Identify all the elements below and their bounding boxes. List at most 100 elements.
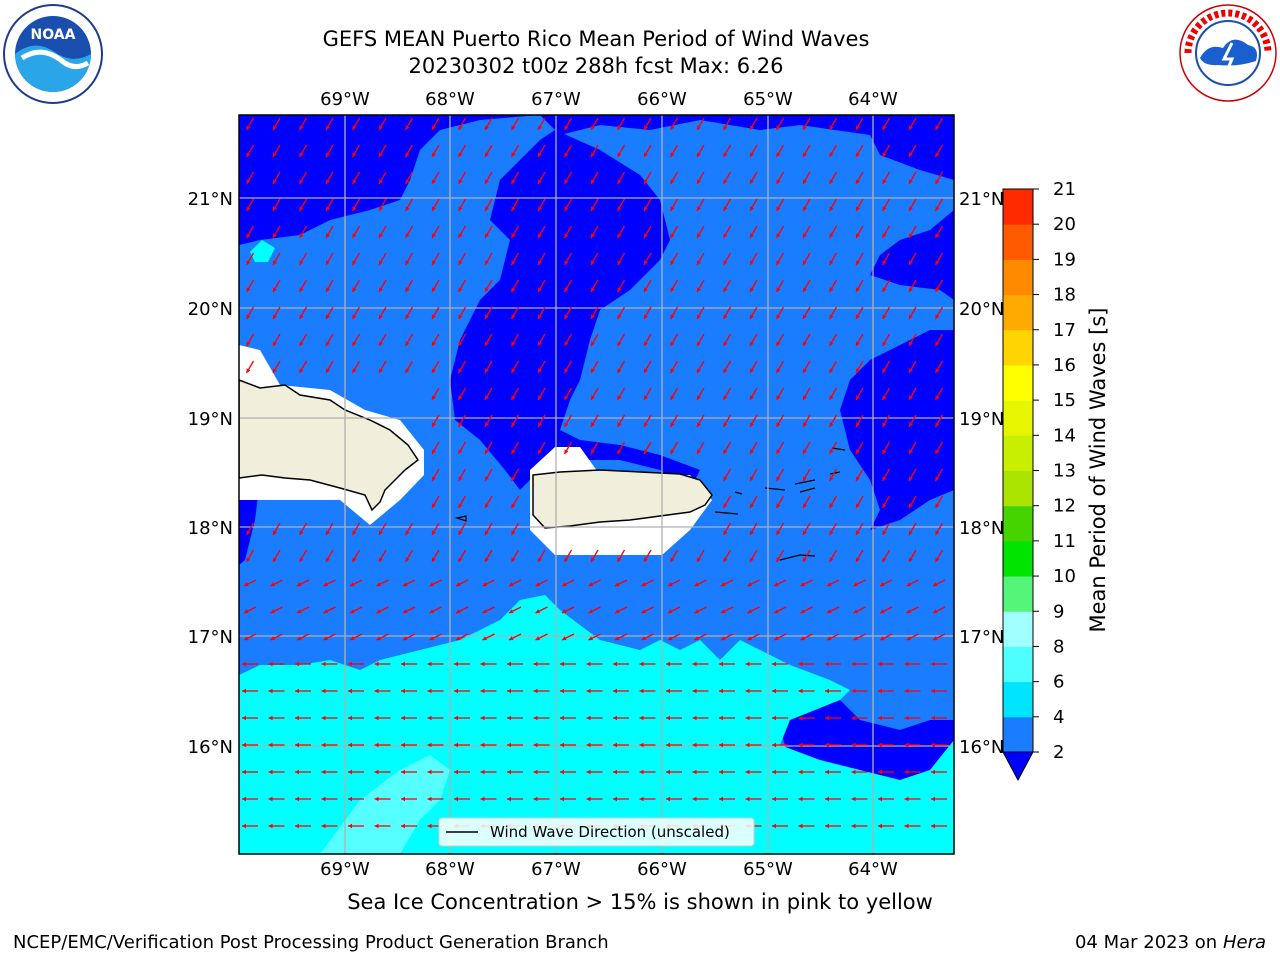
- wind-wave-arrowhead: [745, 796, 750, 802]
- wind-wave-arrowhead: [560, 742, 564, 748]
- wind-wave-arrowhead: [617, 368, 622, 373]
- wind-wave-arrowhead: [511, 206, 516, 211]
- wind-wave-arrowhead: [485, 395, 489, 400]
- wind-wave-arrowhead: [617, 449, 622, 454]
- wind-wave-arrowhead: [246, 179, 251, 184]
- wind-wave-arrowhead: [639, 796, 644, 802]
- wind-wave-arrowhead: [405, 368, 410, 373]
- wind-wave-arrowhead: [644, 287, 648, 292]
- wind-wave-arrowhead: [511, 179, 516, 184]
- wind-wave-arrowhead: [747, 636, 753, 641]
- wind-wave-arrowhead: [379, 233, 383, 238]
- wind-wave-arrowhead: [776, 503, 781, 508]
- wind-wave-arrowhead: [666, 796, 670, 802]
- wind-wave-arrowhead: [798, 796, 803, 802]
- wind-wave-arrowhead: [299, 341, 304, 346]
- wind-wave-arrowhead: [909, 287, 913, 292]
- wind-wave-arrowhead: [538, 557, 542, 562]
- wind-wave-arrowhead: [800, 609, 806, 614]
- wind-wave-arrowhead: [856, 530, 860, 535]
- lat-label-right-18: 18°N: [959, 518, 1004, 539]
- wind-wave-arrowhead: [511, 557, 516, 562]
- wind-wave-arrowhead: [299, 260, 304, 265]
- wind-wave-arrowhead: [694, 582, 700, 587]
- wind-wave-arrowhead: [750, 341, 754, 346]
- wind-wave-arrowhead: [935, 314, 940, 319]
- wind-wave-arrowhead: [933, 636, 938, 641]
- wind-wave-arrowhead: [935, 557, 940, 562]
- wind-wave-arrowhead: [803, 530, 807, 535]
- map-frame: [238, 114, 955, 855]
- wind-wave-arrowhead: [670, 287, 675, 292]
- lon-label-top-69: 69°W: [320, 89, 370, 110]
- wind-wave-arrowhead: [564, 260, 569, 265]
- wind-wave-arrowhead: [379, 206, 383, 211]
- wind-wave-arrowhead: [745, 769, 750, 775]
- wind-wave-arrowhead: [827, 636, 832, 641]
- wind-wave-arrowhead: [666, 769, 670, 775]
- wind-wave-arrowhead: [299, 287, 304, 292]
- wind-wave-arrowhead: [851, 769, 856, 775]
- wind-wave-arrowhead: [668, 636, 673, 641]
- wind-wave-arrowhead: [562, 636, 567, 641]
- wind-wave-arrowhead: [935, 503, 940, 508]
- wind-wave-arrowhead: [825, 688, 829, 694]
- wind-wave-arrowhead: [772, 796, 776, 802]
- wind-wave-arrowhead: [697, 395, 701, 400]
- lon-label-top-65: 65°W: [743, 89, 793, 110]
- wind-wave-arrowhead: [798, 661, 803, 667]
- wind-wave-arrowhead: [591, 422, 595, 427]
- colorbar-segment: [1003, 364, 1033, 401]
- wind-wave-arrowhead: [750, 314, 754, 319]
- wind-wave-arrowhead: [591, 260, 595, 265]
- wind-wave-arrowhead: [564, 557, 569, 562]
- wind-wave-arrowhead: [723, 152, 728, 157]
- wind-wave-arrowhead: [829, 476, 834, 481]
- colorbar-segment: [1003, 646, 1033, 683]
- wind-wave-arrowhead: [697, 233, 701, 238]
- wind-wave-arrowhead: [374, 769, 379, 775]
- sea-ice-note: Sea Ice Concentration > 15% is shown in …: [347, 890, 933, 914]
- wind-wave-arrowhead: [750, 395, 754, 400]
- wind-wave-arrowhead: [299, 557, 304, 562]
- wind-wave-arrowhead: [403, 609, 408, 614]
- wind-wave-arrowhead: [776, 368, 781, 373]
- wind-wave-arrowhead: [851, 823, 856, 829]
- wind-wave-arrowhead: [379, 287, 383, 292]
- wind-wave-arrowhead: [401, 715, 405, 721]
- wind-wave-arrowhead: [533, 742, 538, 748]
- region-light-cyan-nw: [250, 240, 275, 262]
- wind-wave-arrowhead: [800, 636, 806, 641]
- wind-wave-arrowhead: [374, 688, 379, 694]
- wind-wave-arrowhead: [379, 260, 383, 265]
- wind-wave-arrowhead: [906, 582, 912, 587]
- colorbar-tick-label: 14: [1053, 425, 1076, 446]
- wind-wave-arrowhead: [480, 715, 485, 721]
- wind-wave-arrowhead: [803, 395, 807, 400]
- wind-wave-arrowhead: [851, 715, 856, 721]
- wind-wave-arrowhead: [270, 609, 276, 614]
- wind-wave-arrowhead: [856, 125, 860, 130]
- wind-wave-arrowhead: [904, 688, 909, 694]
- wind-wave-arrowhead: [242, 796, 246, 802]
- wind-wave-arrowhead: [829, 368, 834, 373]
- wind-wave-arrowhead: [560, 769, 564, 775]
- wind-wave-arrowhead: [825, 796, 829, 802]
- region-dark-blue-east: [840, 210, 954, 530]
- wind-wave-arrowhead: [829, 233, 834, 238]
- chart-title: GEFS MEAN Puerto Rico Mean Period of Win…: [323, 26, 870, 80]
- wind-wave-arrowhead: [511, 368, 516, 373]
- wind-wave-arrowhead: [803, 476, 807, 481]
- colorbar-tick-label: 4: [1053, 707, 1064, 728]
- wind-wave-arrowhead: [617, 125, 622, 130]
- wind-wave-arrowhead: [591, 449, 595, 454]
- wind-wave-arrowhead: [268, 769, 273, 775]
- wind-wave-arrowhead: [564, 179, 569, 184]
- wind-wave-arrowhead: [750, 557, 754, 562]
- wind-wave-arrowhead: [321, 796, 326, 802]
- wind-wave-arrowhead: [564, 233, 569, 238]
- wind-wave-arrowhead: [723, 206, 728, 211]
- wind-wave-arrowhead: [882, 395, 887, 400]
- wind-wave-arrowhead: [776, 260, 781, 265]
- wind-wave-arrowhead: [458, 179, 463, 184]
